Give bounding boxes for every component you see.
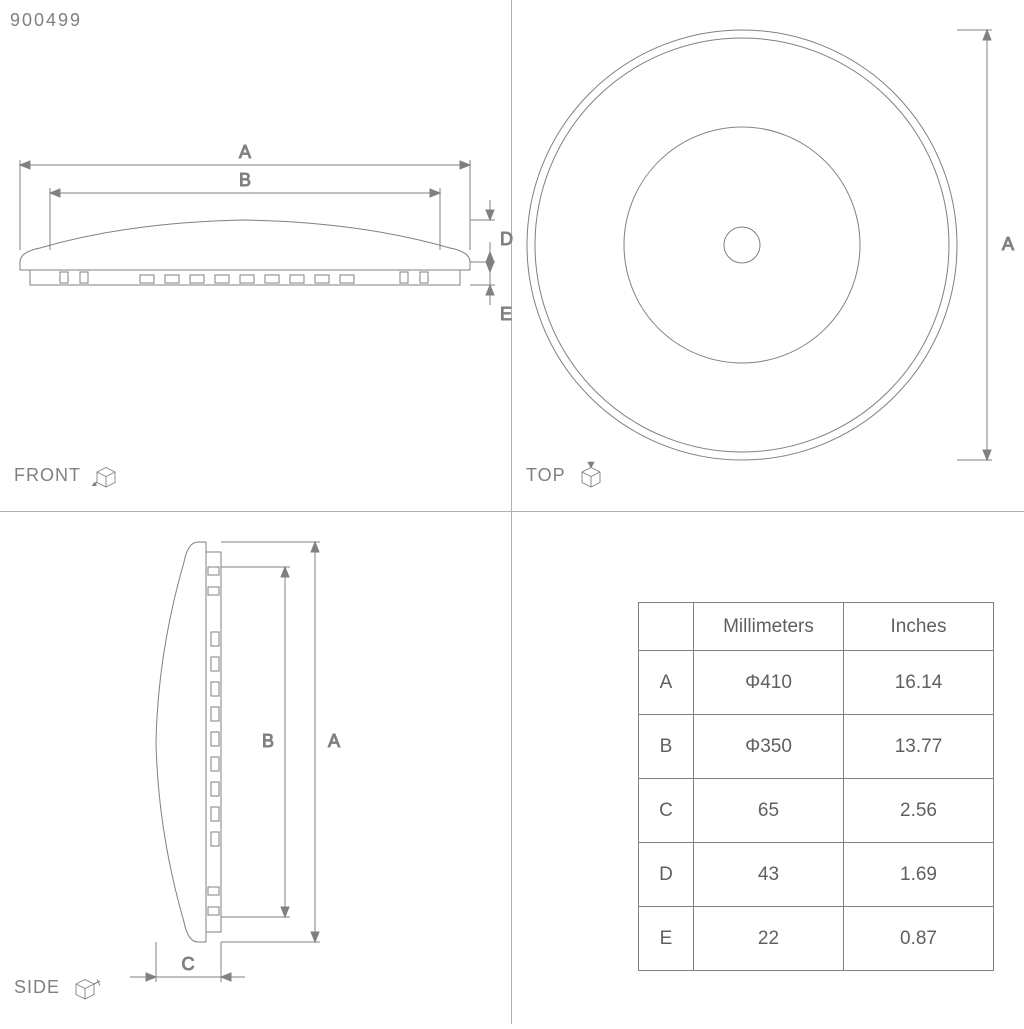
table-cell: A xyxy=(639,651,694,715)
cube-icon xyxy=(576,460,606,490)
side-view-drawing: A B C xyxy=(0,512,512,1024)
table-row: E220.87 xyxy=(639,907,994,971)
table-row: C652.56 xyxy=(639,779,994,843)
front-view-label: FRONT xyxy=(14,460,121,490)
table-cell: Φ350 xyxy=(694,715,844,779)
svg-text:A: A xyxy=(239,142,251,162)
table-row: AΦ41016.14 xyxy=(639,651,994,715)
dimensions-table: Millimeters Inches AΦ41016.14BΦ35013.77C… xyxy=(638,602,994,971)
th-mm: Millimeters xyxy=(694,603,844,651)
front-label-text: FRONT xyxy=(14,465,81,486)
table-cell: D xyxy=(639,843,694,907)
svg-text:B: B xyxy=(262,731,274,751)
svg-text:A: A xyxy=(328,731,340,751)
side-view-panel: A B C SIDE xyxy=(0,512,512,1024)
svg-text:B: B xyxy=(239,170,251,190)
table-cell: 0.87 xyxy=(844,907,994,971)
cube-icon xyxy=(70,972,100,1002)
svg-text:E: E xyxy=(500,304,512,324)
table-cell: 2.56 xyxy=(844,779,994,843)
dimensions-table-panel: Millimeters Inches AΦ41016.14BΦ35013.77C… xyxy=(512,512,1024,1024)
front-view-drawing: A B D E xyxy=(0,0,512,512)
table-row: BΦ35013.77 xyxy=(639,715,994,779)
th-blank xyxy=(639,603,694,651)
table-cell: B xyxy=(639,715,694,779)
table-cell: 13.77 xyxy=(844,715,994,779)
table-cell: C xyxy=(639,779,694,843)
top-view-panel: A TOP xyxy=(512,0,1024,512)
table-header-row: Millimeters Inches xyxy=(639,603,994,651)
table-cell: 65 xyxy=(694,779,844,843)
table-cell: 1.69 xyxy=(844,843,994,907)
svg-text:A: A xyxy=(1002,234,1014,254)
side-view-label: SIDE xyxy=(14,972,100,1002)
table-cell: 16.14 xyxy=(844,651,994,715)
front-view-panel: A B D E xyxy=(0,0,512,512)
table-cell: 43 xyxy=(694,843,844,907)
table-cell: Φ410 xyxy=(694,651,844,715)
table-cell: 22 xyxy=(694,907,844,971)
table-row: D431.69 xyxy=(639,843,994,907)
side-label-text: SIDE xyxy=(14,977,60,998)
svg-text:C: C xyxy=(182,954,195,974)
cube-icon xyxy=(91,460,121,490)
top-label-text: TOP xyxy=(526,465,566,486)
table-cell: E xyxy=(639,907,694,971)
top-view-label: TOP xyxy=(526,460,606,490)
th-in: Inches xyxy=(844,603,994,651)
top-view-drawing: A xyxy=(512,0,1024,512)
